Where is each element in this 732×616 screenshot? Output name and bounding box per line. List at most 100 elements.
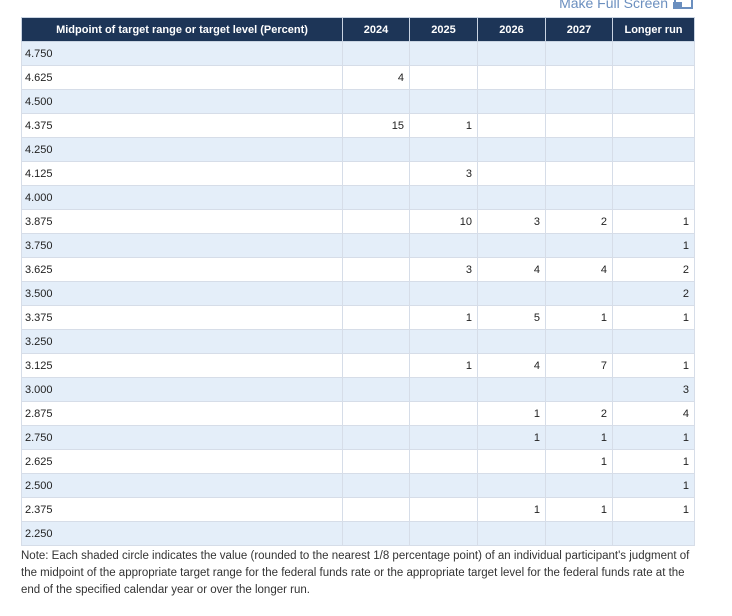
table-row: 3.500 2 [21,281,695,306]
count-cell [342,305,410,330]
table-row: 3.125 1 4 7 1 [21,353,695,378]
count-cell: 2 [612,281,695,306]
count-cell [612,521,695,546]
count-cell: 5 [477,305,546,330]
full-screen-link[interactable]: Make Full Screen [559,0,694,11]
count-cell: 7 [545,353,613,378]
count-cell: 1 [545,497,613,522]
count-cell [477,521,546,546]
count-cell [409,425,478,450]
rate-cell: 4.625 [21,65,343,90]
count-cell [477,113,546,138]
count-cell [545,113,613,138]
count-cell [342,137,410,162]
rate-cell: 3.875 [21,209,343,234]
count-cell: 1 [612,353,695,378]
rate-cell: 3.250 [21,329,343,354]
table-row: 2.500 1 [21,473,695,498]
count-cell: 1 [612,497,695,522]
header-cell: 2027 [545,17,613,42]
count-cell [545,473,613,498]
table-row: 2.875 1 2 4 [21,401,695,426]
rate-cell: 3.375 [21,305,343,330]
count-cell [612,65,695,90]
rate-cell: 4.250 [21,137,343,162]
table-row: 3.875 10 3 2 1 [21,209,695,234]
count-cell [545,89,613,114]
table-row: 3.250 [21,329,695,354]
count-cell [409,473,478,498]
count-cell [477,41,546,66]
count-cell: 2 [545,401,613,426]
count-cell [409,377,478,402]
count-cell: 1 [477,497,546,522]
rate-cell: 2.375 [21,497,343,522]
rate-cell: 2.875 [21,401,343,426]
table-row: 4.375 15 1 [21,113,695,138]
count-cell: 4 [477,353,546,378]
table-row: 4.500 [21,89,695,114]
count-cell [409,89,478,114]
header-cell: 2026 [477,17,546,42]
count-cell [409,137,478,162]
count-cell [545,185,613,210]
table-row: 4.000 [21,185,695,210]
count-cell: 1 [477,401,546,426]
count-cell [477,89,546,114]
count-cell [545,281,613,306]
count-cell [612,137,695,162]
count-cell: 4 [545,257,613,282]
count-cell: 1 [409,305,478,330]
count-cell: 1 [612,449,695,474]
table-row: 4.250 [21,137,695,162]
count-cell [545,137,613,162]
table-body: 4.750 4.625 4 4.500 4.375 15 1 4.250 4.125 3 4.000… [21,41,695,546]
count-cell [477,185,546,210]
count-cell: 3 [477,209,546,234]
table-row: 4.125 3 [21,161,695,186]
count-cell [342,185,410,210]
link-text[interactable]: Make Full Screen [559,0,668,11]
table-row: 2.625 1 1 [21,449,695,474]
rate-cell: 3.625 [21,257,343,282]
rate-cell: 2.250 [21,521,343,546]
count-cell [545,41,613,66]
count-cell [612,113,695,138]
count-cell: 1 [612,209,695,234]
count-cell [342,329,410,354]
rate-cell: 3.000 [21,377,343,402]
header-cell: 2024 [342,17,410,42]
count-cell [545,161,613,186]
rate-cell: 2.750 [21,425,343,450]
count-cell [477,65,546,90]
count-cell: 4 [612,401,695,426]
count-cell [409,41,478,66]
count-cell [342,41,410,66]
rate-cell: 3.125 [21,353,343,378]
table-row: 2.250 [21,521,695,546]
count-cell [342,257,410,282]
count-cell: 10 [409,209,478,234]
table-row: 4.625 4 [21,65,695,90]
count-cell: 1 [545,305,613,330]
count-cell [342,401,410,426]
table-row: 4.750 [21,41,695,66]
rate-cell: 4.500 [21,89,343,114]
count-cell [409,233,478,258]
count-cell: 1 [545,425,613,450]
count-cell [612,185,695,210]
table-row: 3.375 1 5 1 1 [21,305,695,330]
count-cell: 4 [477,257,546,282]
count-cell [409,521,478,546]
count-cell [612,89,695,114]
count-cell [545,65,613,90]
count-cell [342,161,410,186]
full-screen-icon[interactable] [672,0,694,10]
count-cell [342,233,410,258]
count-cell: 1 [612,473,695,498]
count-cell [342,209,410,234]
count-cell [477,473,546,498]
count-cell [342,497,410,522]
count-cell: 3 [612,377,695,402]
rate-cell: 4.125 [21,161,343,186]
